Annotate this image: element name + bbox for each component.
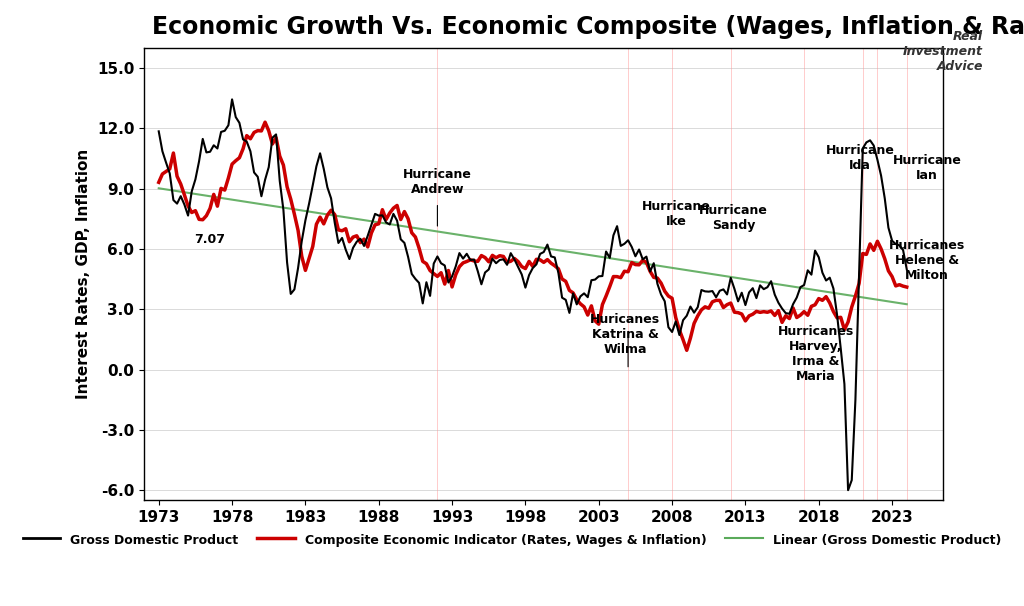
Text: Hurricane
Ian: Hurricane Ian — [893, 153, 962, 182]
Y-axis label: Interest Rates, GDP, Inflation: Interest Rates, GDP, Inflation — [77, 149, 91, 399]
Text: Huricanes
Katrina &
Wilma: Huricanes Katrina & Wilma — [590, 313, 660, 356]
Text: Hurricanes
Harvey,
Irma &
Maria: Hurricanes Harvey, Irma & Maria — [777, 325, 854, 382]
Text: Hurricane
Ida: Hurricane Ida — [825, 144, 894, 171]
Text: Real
Investment
Advice: Real Investment Advice — [903, 30, 983, 73]
Text: 7.07: 7.07 — [195, 233, 225, 246]
Text: Economic Growth Vs. Economic Composite (Wages, Inflation & Rates): Economic Growth Vs. Economic Composite (… — [152, 15, 1024, 39]
Legend: Gross Domestic Product, Composite Economic Indicator (Rates, Wages & Inflation),: Gross Domestic Product, Composite Econom… — [17, 528, 1006, 553]
Text: Hurricane
Andrew: Hurricane Andrew — [403, 168, 472, 196]
Text: Hurricanes
Helene &
Milton: Hurricanes Helene & Milton — [889, 239, 966, 282]
Text: Hurricane
Sandy: Hurricane Sandy — [699, 204, 768, 232]
Text: Hurricane
Ike: Hurricane Ike — [642, 200, 711, 228]
